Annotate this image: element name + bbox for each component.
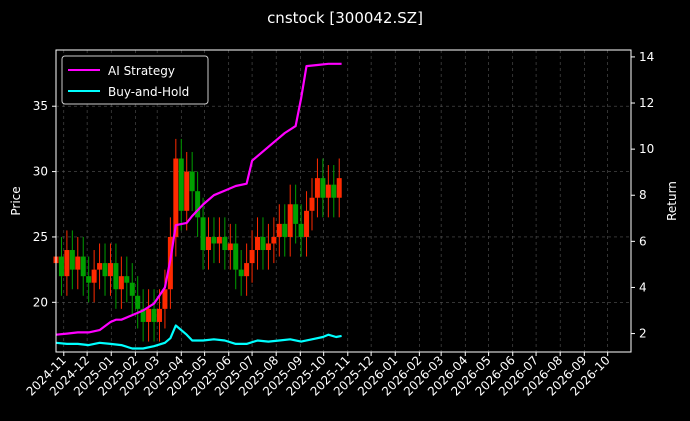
candle-body (265, 243, 271, 251)
candle-body (244, 263, 250, 277)
candle-body (195, 191, 201, 218)
y-right-tick-label: 2 (639, 327, 647, 341)
candle-body (146, 308, 152, 322)
candle-body (260, 236, 266, 251)
candle-body (135, 295, 141, 309)
candle-body (156, 308, 162, 322)
candle-body (184, 171, 190, 211)
y-right-tick-label: 8 (639, 188, 647, 202)
candle-body (211, 236, 217, 244)
candle-body (304, 210, 310, 237)
candles (53, 138, 342, 342)
candle-body (282, 223, 288, 237)
candle-body (331, 184, 337, 198)
candle-body (173, 158, 179, 237)
candle-body (113, 263, 119, 290)
candle-body (80, 256, 86, 277)
candle-body (206, 236, 212, 251)
y-axis-left: 20 25 30 35 (33, 99, 56, 309)
legend: AI Strategy Buy-and-Hold (61, 55, 209, 105)
candle-body (238, 269, 244, 277)
candle-body (140, 308, 146, 322)
candle-body (216, 236, 222, 244)
candle-body (255, 236, 261, 251)
candle-body (249, 250, 255, 264)
legend-label-ai-strategy: AI Strategy (108, 64, 175, 78)
y-axis-left-label: Price (9, 186, 23, 215)
candle-body (86, 276, 92, 283)
candle-body (97, 263, 103, 270)
plot-frame (55, 49, 632, 353)
y-right-tick-label: 4 (639, 280, 647, 294)
candle-body (107, 263, 113, 277)
candle-body (336, 178, 342, 198)
candle-body (271, 236, 277, 244)
y-left-tick-label: 30 (33, 165, 48, 179)
candle-body (200, 217, 206, 251)
candle-body (222, 236, 228, 251)
y-right-tick-label: 12 (639, 96, 654, 110)
series-lines (55, 62, 342, 350)
candle-body (64, 250, 70, 277)
candle-body (178, 158, 184, 211)
legend-label-buy-and-hold: Buy-and-Hold (108, 85, 189, 99)
y-right-tick-label: 10 (639, 142, 654, 156)
y-left-tick-label: 35 (33, 99, 48, 113)
candle-body (151, 308, 157, 322)
candle-body (75, 256, 81, 270)
y-axis-right-label: Return (665, 181, 679, 221)
candle-body (124, 276, 130, 283)
candle-body (298, 223, 304, 237)
series-line-ai-strategy (55, 62, 342, 336)
candle-body (69, 250, 75, 270)
y-right-tick-label: 6 (639, 234, 647, 248)
candle-body (129, 282, 135, 296)
candle-body (287, 204, 293, 237)
candle-body (118, 276, 124, 290)
candle-body (162, 289, 168, 309)
candle-body (325, 184, 331, 198)
y-right-tick-label: 14 (639, 50, 654, 64)
candle-body (314, 178, 320, 198)
y-axis-right: 2 4 6 8 10 12 14 (631, 50, 654, 341)
series-line-buy-and-hold (55, 324, 342, 350)
y-left-tick-label: 25 (33, 230, 48, 244)
candle-body (227, 243, 233, 251)
candle-body (309, 197, 315, 211)
y-left-tick-label: 20 (33, 295, 48, 309)
candle-body (276, 223, 282, 237)
candle-body (293, 204, 299, 224)
candle-body (58, 256, 64, 277)
candle-body (91, 269, 97, 283)
candle-body (102, 263, 108, 277)
candle-body (233, 243, 239, 270)
candle-body (320, 178, 326, 198)
chart-title: cnstock [300042.SZ] (267, 9, 423, 27)
candle-body (189, 171, 195, 192)
